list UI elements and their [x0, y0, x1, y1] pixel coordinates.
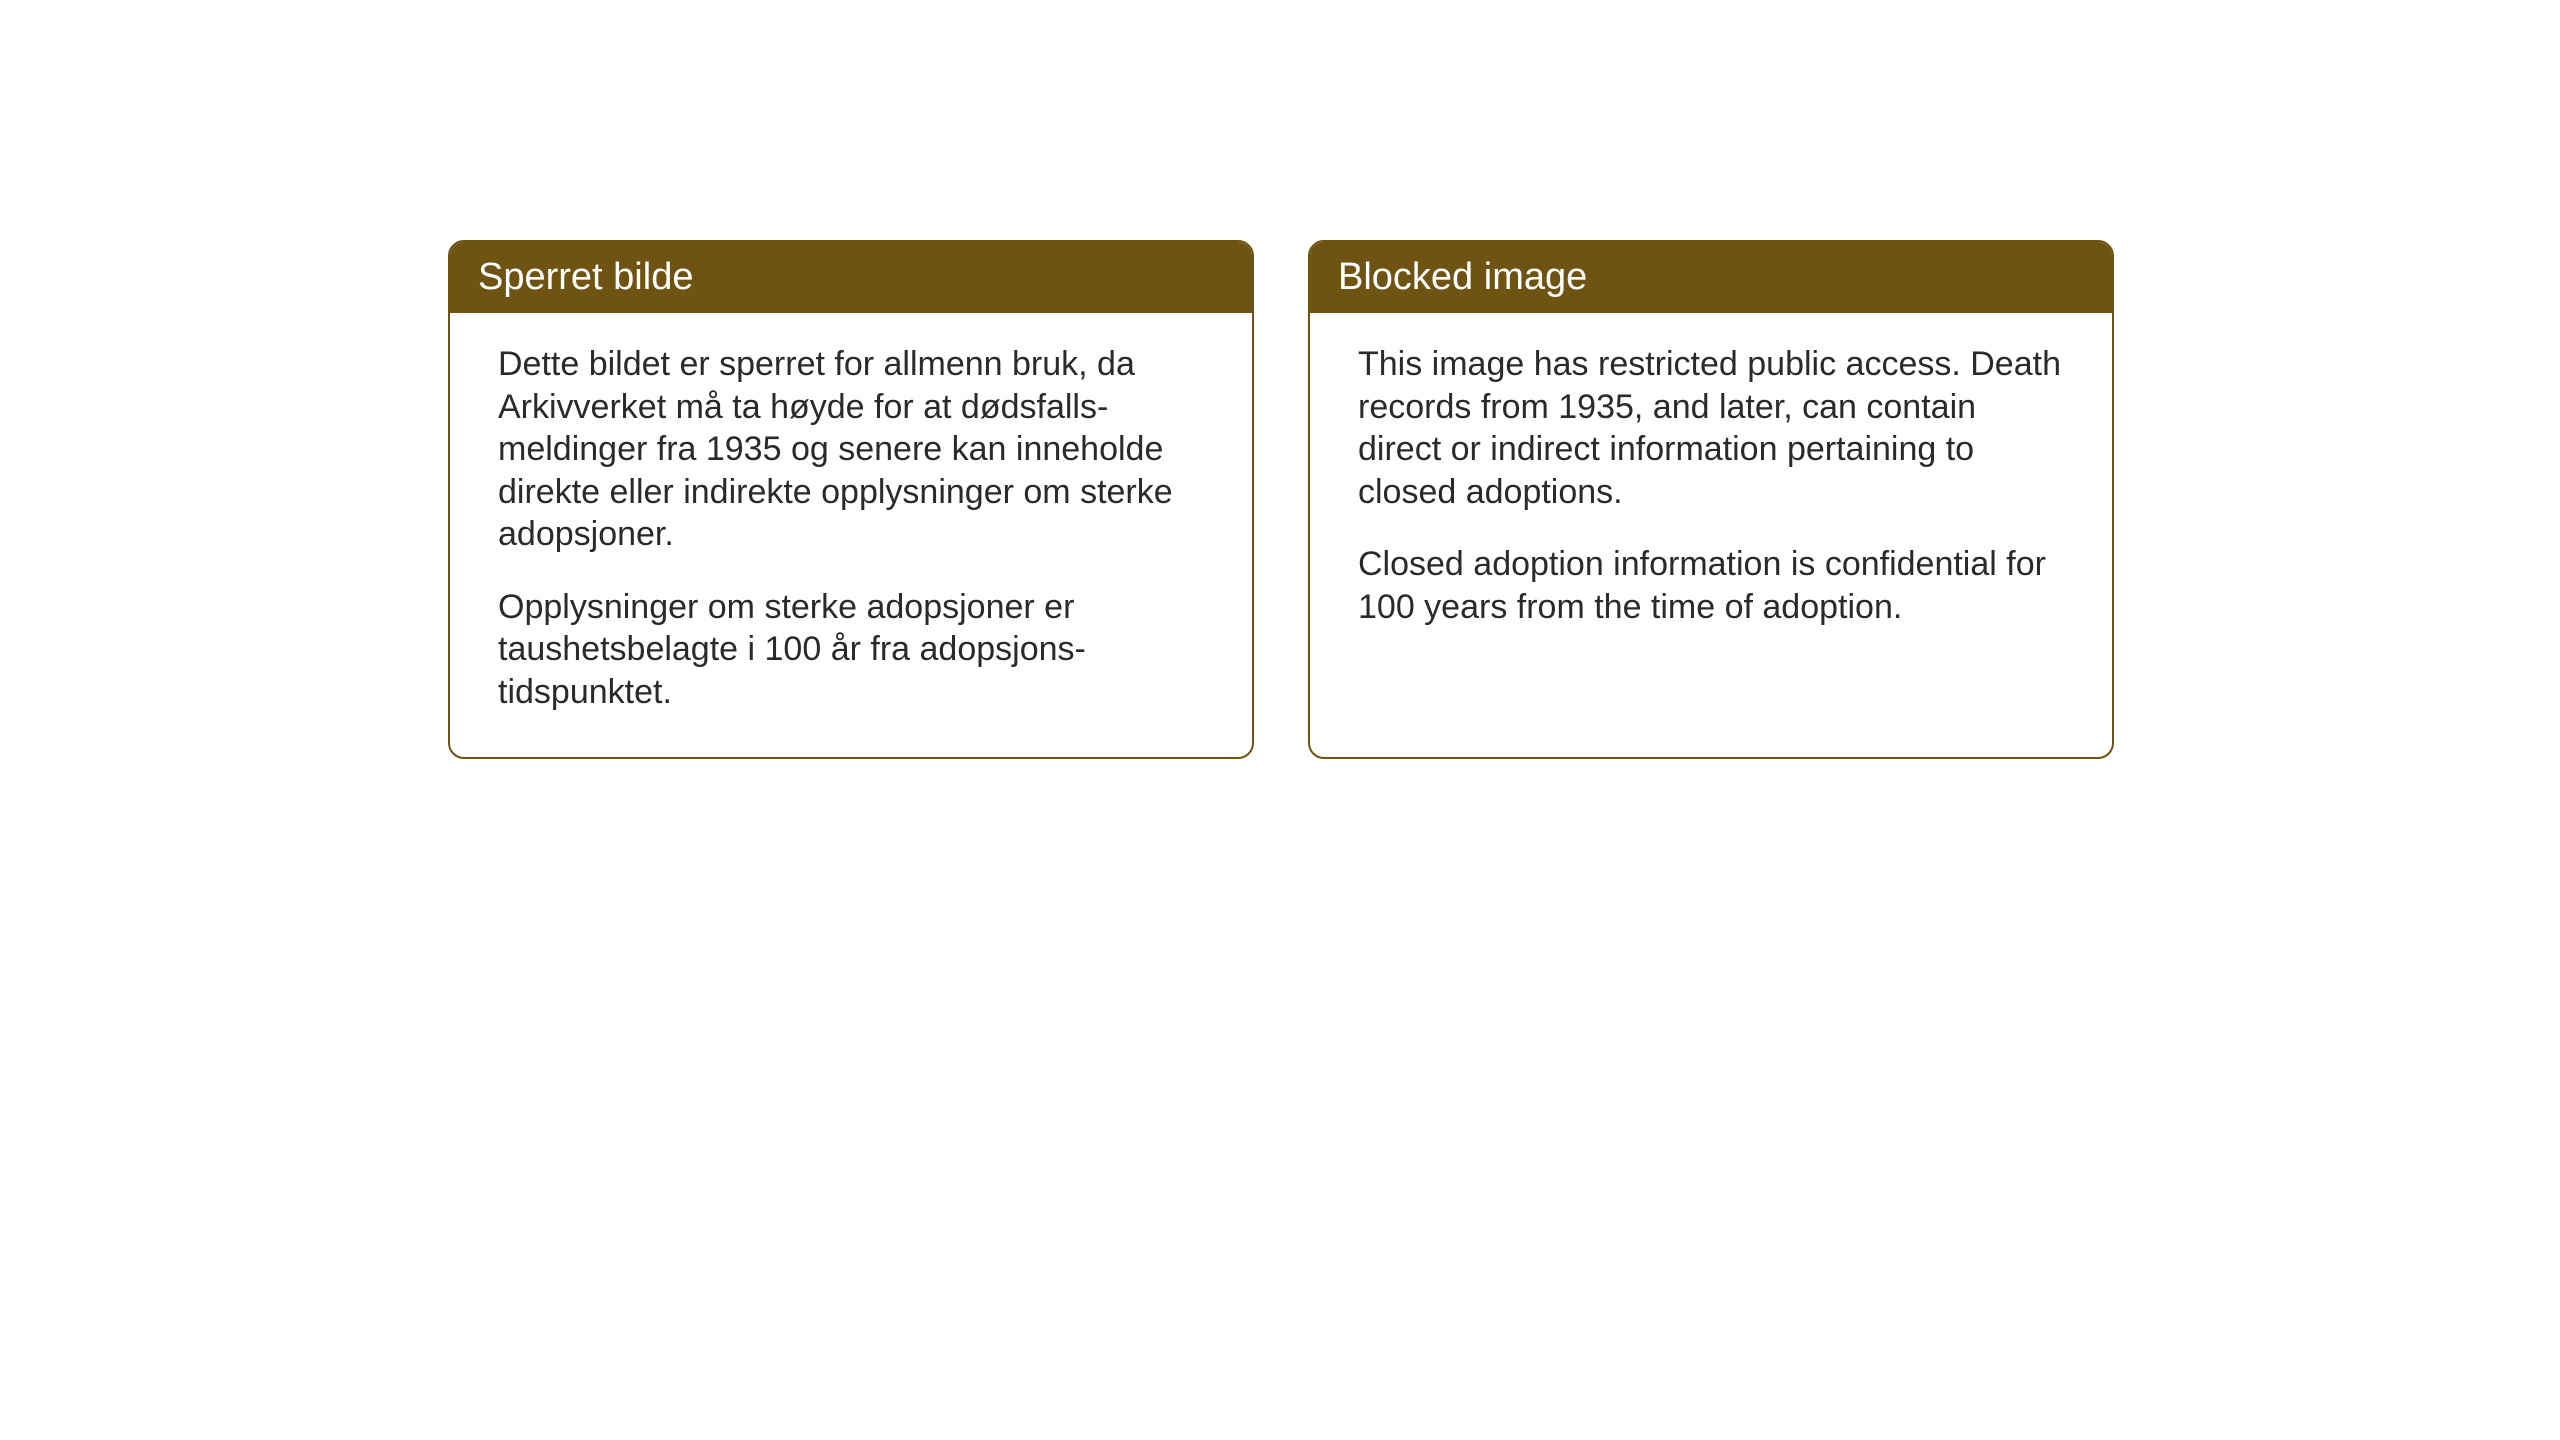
card-header-norwegian: Sperret bilde: [450, 242, 1252, 313]
card-title-english: Blocked image: [1338, 256, 1587, 298]
card-english: Blocked image This image has restricted …: [1308, 240, 2114, 759]
card-header-english: Blocked image: [1310, 242, 2112, 313]
card-paragraph-2-norwegian: Opplysninger om sterke adopsjoner er tau…: [498, 586, 1204, 714]
cards-container: Sperret bilde Dette bildet er sperret fo…: [448, 240, 2114, 759]
card-norwegian: Sperret bilde Dette bildet er sperret fo…: [448, 240, 1254, 759]
card-paragraph-1-norwegian: Dette bildet er sperret for allmenn bruk…: [498, 343, 1204, 556]
card-paragraph-2-english: Closed adoption information is confident…: [1358, 543, 2064, 628]
card-body-english: This image has restricted public access.…: [1310, 313, 2112, 757]
card-body-norwegian: Dette bildet er sperret for allmenn bruk…: [450, 313, 1252, 757]
card-title-norwegian: Sperret bilde: [478, 256, 693, 298]
card-paragraph-1-english: This image has restricted public access.…: [1358, 343, 2064, 513]
